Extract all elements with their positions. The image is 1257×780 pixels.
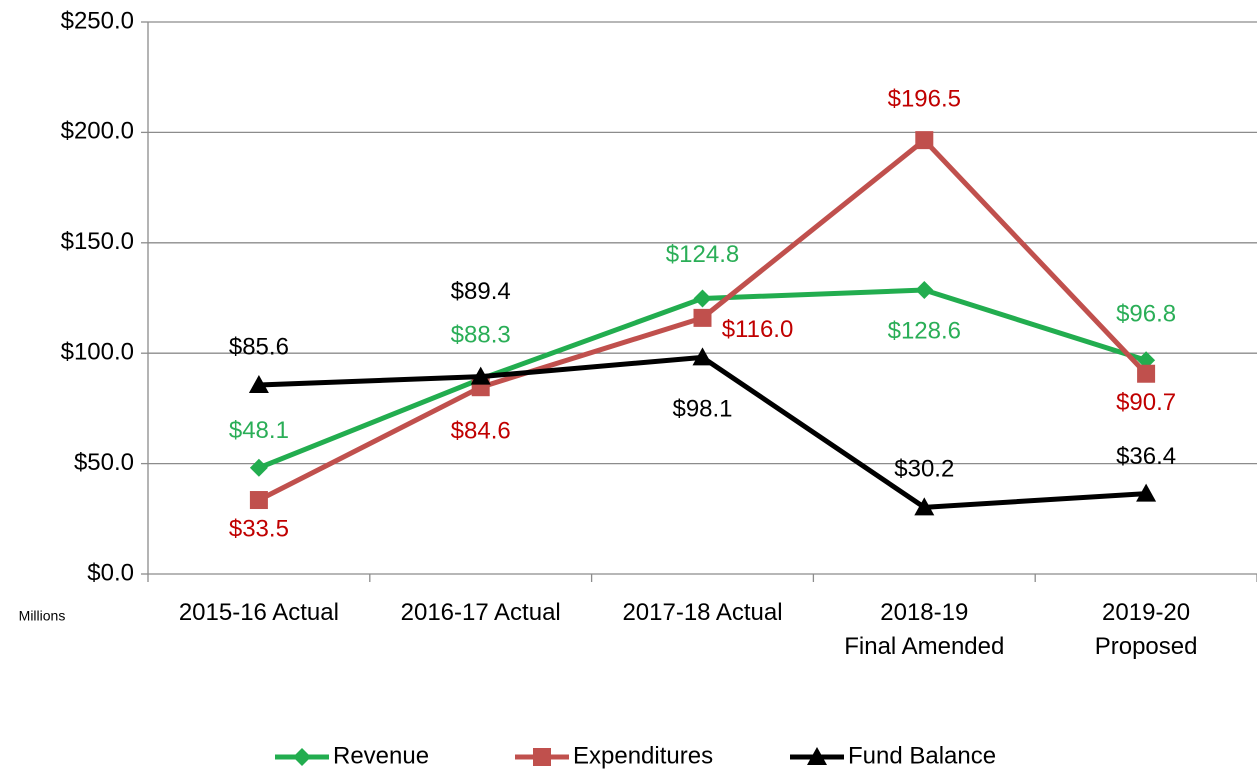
data-label: $96.8 [1116,301,1176,328]
y-unit-label: Millions [19,608,66,624]
legend-label: Expenditures [573,742,713,769]
point [915,281,934,300]
data-label: $196.5 [888,85,961,112]
legend-label: Fund Balance [848,742,996,769]
legend-marker [533,748,551,766]
data-label: $33.5 [229,515,289,542]
data-label: $124.8 [666,241,739,268]
point [248,374,269,393]
data-label: $90.7 [1116,389,1176,416]
point [249,491,268,510]
data-label: $85.6 [229,333,289,360]
data-label: $30.2 [894,456,954,483]
y-tick-label: $200.0 [61,118,134,145]
y-tick-label: $100.0 [61,339,134,366]
data-label: $128.6 [888,317,961,344]
point [693,308,712,327]
point [249,458,268,477]
point [693,289,712,308]
x-tick-label: 2017-18 Actual [622,599,782,626]
y-tick-label: $0.0 [87,559,134,586]
x-tick-label: 2015-16 Actual [179,599,339,626]
y-tick-label: $50.0 [74,449,134,476]
x-tick-label: 2019-20 Proposed [1095,599,1198,660]
data-label: $84.6 [451,418,511,445]
data-label: $88.3 [451,321,511,348]
x-tick-label: 2018-19 Final Amended [844,599,1004,660]
data-label: $116.0 [722,316,794,343]
point [1137,364,1156,383]
legend-marker [293,748,311,766]
data-label: $89.4 [451,278,511,305]
y-tick-label: $150.0 [61,228,134,255]
x-tick-label: 2016-17 Actual [401,599,561,626]
data-label: $98.1 [672,396,732,423]
point [692,347,713,366]
legend-marker [807,747,827,765]
legend-label: Revenue [333,742,429,769]
data-label: $36.4 [1116,443,1176,470]
point [470,366,491,385]
point [1136,483,1157,502]
data-label: $48.1 [229,417,289,444]
point [915,131,934,150]
y-tick-label: $250.0 [61,7,134,34]
point [914,497,935,516]
